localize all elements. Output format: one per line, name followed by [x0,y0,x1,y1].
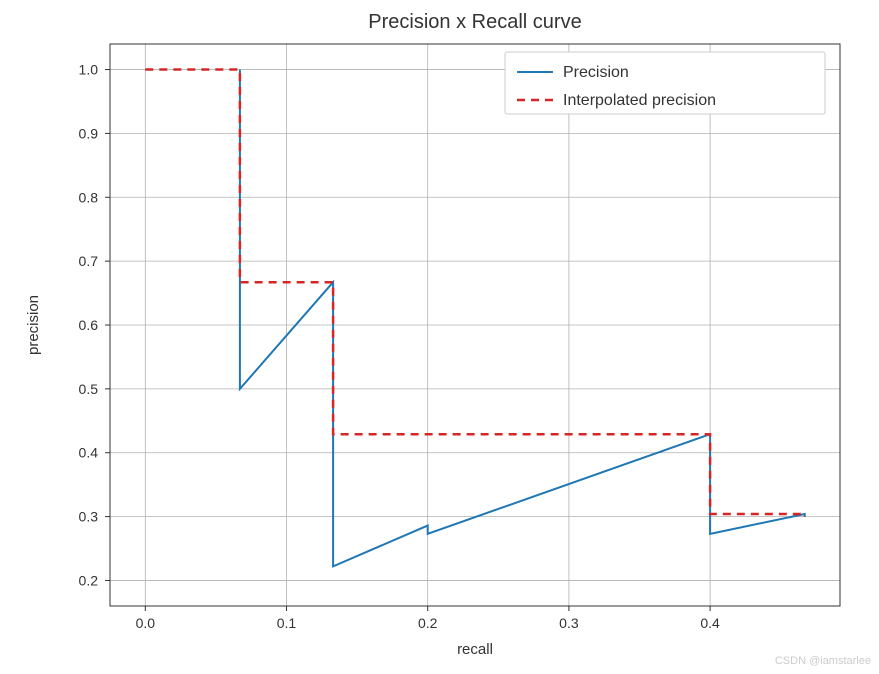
x-tick-label: 0.0 [136,615,156,631]
precision-recall-chart: 0.0 0.1 0.2 0.3 0.4 0.2 0.3 0.4 0.5 0.6 0.7 0.8 0.9 1… [0,0,879,669]
x-tick-label: 0.1 [277,615,297,631]
chart-container: 0.0 0.1 0.2 0.3 0.4 0.2 0.3 0.4 0.5 0.6 0.7 0.8 0.9 1… [0,0,879,669]
y-tick-label: 0.9 [79,125,99,141]
y-tick-label: 0.4 [79,445,99,461]
x-tick-label: 0.4 [700,615,720,631]
x-tick-label: 0.2 [418,615,438,631]
y-axis-label: precision [25,295,42,355]
y-tick-label: 0.6 [79,317,99,333]
y-tick-label: 0.2 [79,572,99,588]
y-tick-label: 1.0 [79,62,99,78]
x-tick-label: 0.3 [559,615,579,631]
y-tick-label: 0.5 [79,381,99,397]
y-tick-label: 0.3 [79,509,99,525]
chart-title: Precision x Recall curve [368,11,581,33]
y-tick-label: 0.8 [79,189,99,205]
y-tick-label: 0.7 [79,253,99,269]
legend-label: Interpolated precision [563,92,716,109]
legend-label: Precision [563,64,629,81]
watermark-text: CSDN @iamstarlee [775,655,871,667]
x-axis-label: recall [457,641,493,658]
